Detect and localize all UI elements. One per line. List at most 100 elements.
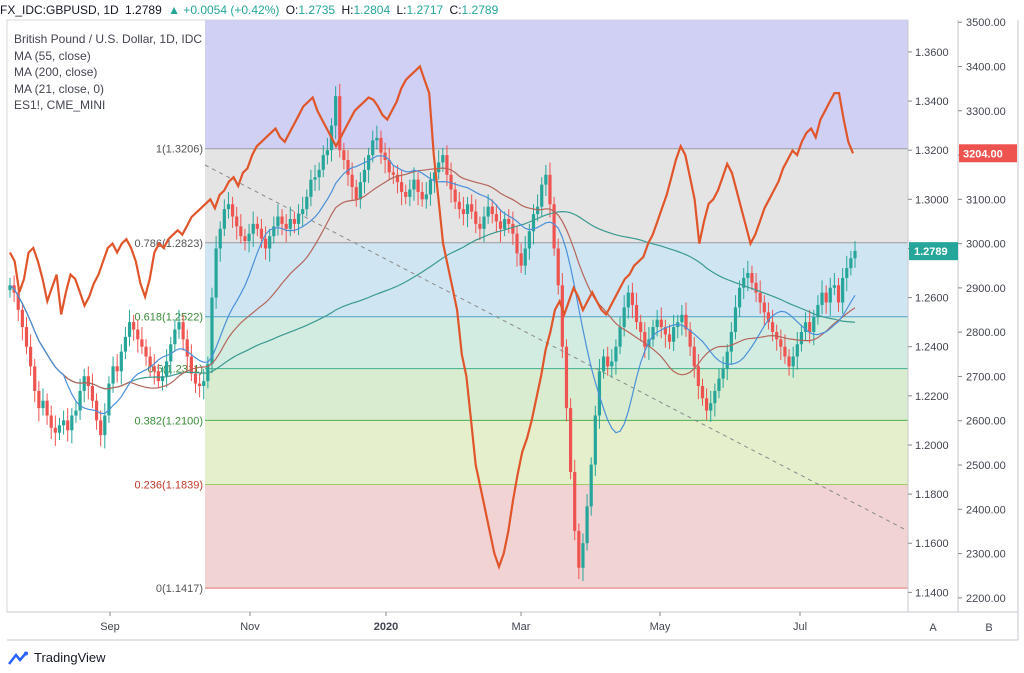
candle-body bbox=[783, 346, 787, 357]
fib-zone bbox=[205, 20, 908, 149]
candle-body bbox=[770, 322, 775, 332]
candle-body bbox=[202, 381, 206, 387]
ma55-line bbox=[9, 155, 856, 434]
candle-body bbox=[684, 314, 688, 330]
candle-body bbox=[235, 216, 239, 227]
y-right-tick-label: 2200.00 bbox=[966, 593, 1006, 605]
candle-body bbox=[737, 287, 742, 308]
symbol-name[interactable]: FX_IDC:GBPUSD, 1D bbox=[0, 3, 119, 17]
candle-body bbox=[115, 366, 119, 372]
candle-body bbox=[210, 297, 214, 364]
candle-body bbox=[325, 150, 329, 156]
fib-zone bbox=[205, 420, 908, 485]
candle-body bbox=[700, 386, 705, 399]
candle-body bbox=[849, 258, 853, 269]
candle-body bbox=[560, 285, 564, 347]
candle-body bbox=[123, 336, 128, 352]
candle-body bbox=[140, 339, 144, 347]
candle-body bbox=[762, 302, 766, 313]
auto-scale-button[interactable]: A bbox=[929, 622, 937, 634]
y-right-tick-label: 2600.00 bbox=[966, 416, 1006, 428]
candle-body bbox=[354, 187, 358, 200]
y-right-tick-label: 2400.00 bbox=[966, 504, 1006, 516]
legend-ma200[interactable]: MA (200, close) bbox=[14, 65, 98, 79]
legend-ma21[interactable]: MA (21, close, 0) bbox=[14, 81, 105, 96]
candle-body bbox=[585, 506, 589, 544]
candle-body bbox=[309, 179, 313, 197]
close-value: 1.2789 bbox=[461, 3, 499, 17]
fib-zone bbox=[205, 484, 908, 589]
candle-body bbox=[552, 204, 556, 249]
tradingview-logo[interactable]: TradingView bbox=[8, 650, 106, 665]
candle-body bbox=[634, 304, 639, 323]
es1-line bbox=[9, 64, 855, 571]
legend-main-series[interactable]: British Pound / U.S. Dollar, 1D, IDC bbox=[14, 32, 203, 46]
candle-body bbox=[288, 218, 292, 229]
candle-body bbox=[750, 273, 754, 283]
candle-body bbox=[659, 319, 663, 328]
candle-body bbox=[334, 96, 338, 126]
candle-body bbox=[779, 339, 783, 347]
candle-body bbox=[626, 292, 630, 308]
candle-body bbox=[358, 182, 362, 200]
candle-body bbox=[474, 211, 478, 224]
candle-body bbox=[61, 420, 66, 426]
candle-body bbox=[45, 400, 49, 416]
y-left-tick-label: 1.3200 bbox=[915, 145, 949, 157]
candle-body bbox=[107, 383, 111, 416]
candle-body bbox=[152, 366, 156, 372]
y-right-tick-label: 2900.00 bbox=[966, 283, 1006, 295]
legend-es1[interactable]: ES1!, CME_MINI bbox=[14, 98, 106, 112]
candle-body bbox=[432, 172, 437, 180]
candle-body bbox=[667, 334, 672, 342]
x-tick-label: May bbox=[650, 621, 671, 633]
candle-body bbox=[280, 216, 284, 224]
candle-body bbox=[577, 530, 581, 568]
candle-body bbox=[33, 366, 37, 391]
candle-body bbox=[371, 140, 375, 156]
candle-body bbox=[498, 221, 503, 229]
y-left-tick-label: 1.3000 bbox=[915, 194, 949, 206]
candle-body bbox=[503, 218, 507, 229]
y-left-tick-label: 1.1600 bbox=[915, 538, 949, 550]
open-value: 1.2735 bbox=[298, 3, 336, 17]
candle-body bbox=[853, 250, 857, 259]
brand-name: TradingView bbox=[34, 650, 106, 665]
chart-legend: British Pound / U.S. Dollar, 1D, IDC MA … bbox=[14, 31, 202, 114]
candle-body bbox=[808, 322, 812, 332]
candle-body bbox=[78, 390, 82, 411]
candle-body bbox=[754, 282, 758, 293]
legend-ma55[interactable]: MA (55, close) bbox=[14, 48, 91, 63]
candle-body bbox=[148, 356, 152, 367]
candle-body bbox=[367, 155, 371, 170]
candle-body bbox=[305, 196, 309, 210]
candle-body bbox=[680, 314, 684, 323]
y-right-tick-label: 2800.00 bbox=[966, 327, 1006, 339]
candle-body bbox=[276, 216, 280, 227]
candle-body bbox=[478, 223, 482, 229]
candle-body bbox=[655, 319, 659, 328]
candle-body bbox=[428, 179, 433, 195]
candle-body bbox=[103, 415, 107, 436]
candle-body bbox=[189, 356, 193, 374]
candle-body bbox=[66, 420, 70, 431]
candle-body bbox=[692, 346, 696, 367]
candle-body bbox=[379, 137, 383, 153]
candle-body bbox=[696, 366, 700, 387]
low-label: L: bbox=[396, 3, 407, 17]
right-scale-button[interactable]: B bbox=[985, 622, 993, 634]
candle-body bbox=[198, 383, 202, 387]
candle-body bbox=[511, 223, 515, 234]
candle-body bbox=[230, 204, 235, 217]
candle-body bbox=[519, 253, 523, 266]
fib-label: 0(1.1417) bbox=[156, 583, 203, 595]
y-right-tick-label: 3100.00 bbox=[966, 194, 1006, 206]
candle-body bbox=[688, 329, 692, 347]
candle-body bbox=[156, 371, 160, 382]
x-tick-label: Sep bbox=[100, 621, 120, 633]
candle-body bbox=[292, 218, 297, 224]
candle-body bbox=[20, 309, 24, 328]
candle-body bbox=[845, 268, 849, 278]
candle-body bbox=[362, 169, 367, 183]
